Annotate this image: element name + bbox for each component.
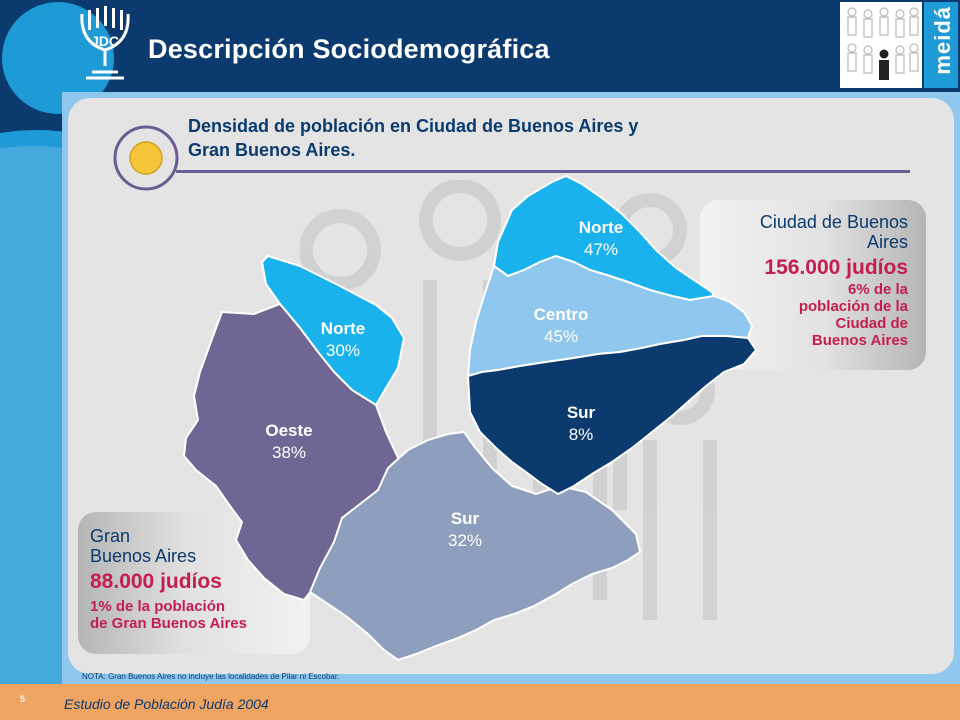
gba-card-name: Gran Buenos Aires	[90, 526, 197, 566]
header-bar	[0, 0, 960, 92]
footnote: NOTA: Gran Buenos Aires no incluye las l…	[82, 672, 340, 681]
label-gba-oeste: Oeste 38%	[265, 421, 313, 462]
subtitle-line-1: Densidad de población en Ciudad de Bueno…	[188, 116, 639, 136]
map-region-gba-oeste	[182, 302, 402, 602]
label-gba-norte: Norte 30%	[320, 319, 366, 360]
logo-text: JDC	[91, 33, 119, 49]
meida-badge: meidá	[924, 2, 958, 88]
footer-bar	[0, 684, 960, 720]
page-number: 5	[20, 694, 26, 704]
section-subtitle: Densidad de población en Ciudad de Bueno…	[188, 114, 828, 162]
subtitle-line-2: Gran Buenos Aires.	[188, 140, 356, 160]
label-caba-sur: Sur 8%	[566, 403, 596, 444]
footer-text: Estudio de Población Judía 2004	[64, 696, 269, 712]
page-title: Descripción Sociodemográfica	[148, 34, 550, 64]
people-crowd-icon	[840, 2, 922, 88]
map-region-caba-sur	[466, 335, 758, 496]
jdc-logo-icon: JDC	[80, 6, 130, 80]
caba-jewish-count: 156.000 judíos	[764, 256, 908, 279]
subtitle-divider	[176, 170, 910, 173]
label-caba-centro: Centro 45%	[533, 305, 589, 346]
label-gba-sur: Sur 32%	[447, 509, 483, 550]
caba-card-name: Ciudad de Buenos Aires	[759, 212, 908, 252]
gba-share-text: 1% de la población de Gran Buenos Aires	[90, 598, 247, 632]
label-caba-norte: Norte 47%	[578, 218, 624, 259]
caba-share-text: 6% de la población de la Ciudad de Bueno…	[798, 281, 908, 349]
bullet-circle-icon	[113, 125, 179, 191]
gba-jewish-count: 88.000 judíos	[90, 570, 222, 593]
